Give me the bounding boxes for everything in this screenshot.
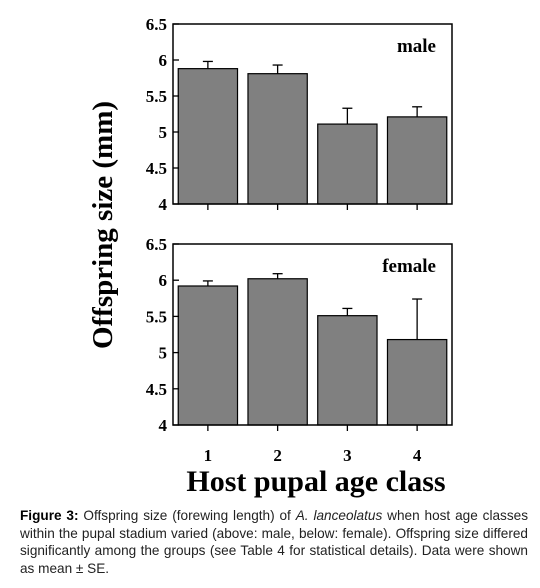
figure: Offspring size (mm) Host pupal age class… [87,15,453,498]
bar-female-1 [177,285,239,426]
bar-female-2 [247,278,308,426]
x-tick-label-3: 3 [343,446,352,465]
x-axis-title: Host pupal age class [186,465,445,498]
y-tick-label-1-5: 6.5 [146,15,167,34]
caption-species: A. lanceolatus [295,508,383,523]
bar-male-4 [386,116,448,205]
x-tick-label-4: 4 [413,446,422,465]
bar-male-2 [247,73,308,205]
y-tick-label-1-0: 4 [159,195,168,214]
y-tick-label-2-2: 5 [159,344,168,363]
y-tick-label-1-4: 6 [159,51,168,70]
y-tick-label-1-2: 5 [159,123,168,142]
bar-female-4 [386,338,448,426]
x-tick-label-1: 1 [204,446,213,465]
y-axis-title: Offspring size (mm) [87,101,119,349]
bar-male-1 [177,68,239,205]
caption-label: Figure 3: [20,508,79,523]
y-tick-label-2-4: 6 [159,271,168,290]
chart-panel-female: 4 4.5 5 5.5 6 6.5 1 2 3 4 female [146,235,453,465]
y-tick-label-2-0: 4 [159,416,168,435]
caption-text-after: when host age classes within the pupal s… [20,508,528,576]
plot-frame-1 [172,23,453,205]
chart-panel-male: 4 4.5 5 5.5 6 6.5 male [146,15,453,214]
y-tick-label-1-1: 4.5 [146,159,167,178]
caption-text-before: Offspring size (forewing length) of [78,508,296,523]
bar-male-3 [317,123,378,205]
plot-frame-2 [172,243,453,426]
y-tick-label-1-3: 5.5 [146,87,167,106]
offspring-size-chart: Offspring size (mm) Host pupal age class… [87,15,453,498]
panel-label-male: male [397,36,436,57]
figure-caption: Figure 3: Offspring size (forewing lengt… [20,507,528,577]
x-tick-label-2: 2 [273,446,282,465]
bar-female-3 [317,315,378,426]
panel-label-female: female [382,256,436,277]
y-tick-label-2-1: 4.5 [146,380,167,399]
y-tick-label-2-3: 5.5 [146,307,167,326]
y-tick-label-2-5: 6.5 [146,235,167,254]
